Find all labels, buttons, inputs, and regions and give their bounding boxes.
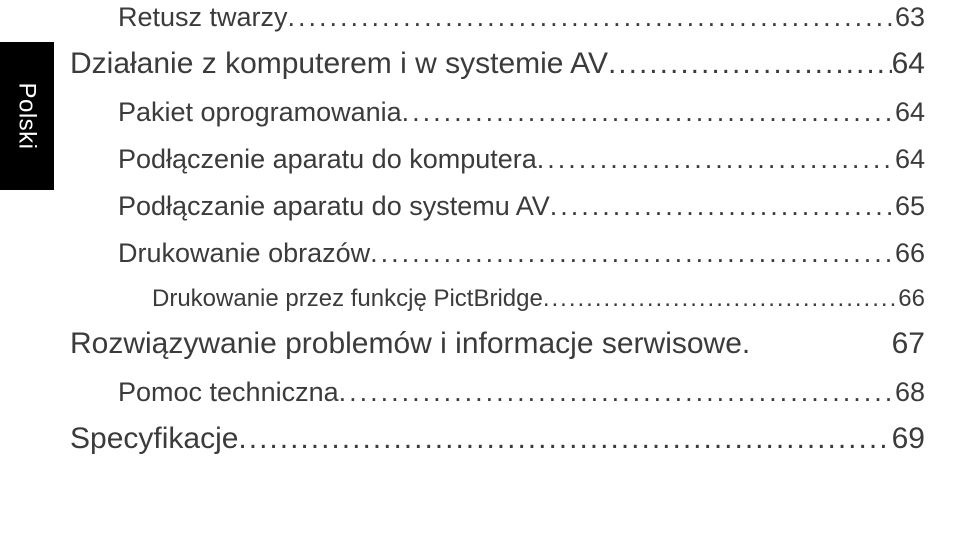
- language-tab-label: Polski: [13, 82, 41, 149]
- toc-leader: .: [742, 327, 892, 361]
- toc-page: 64: [895, 144, 925, 175]
- toc-label: Podłączanie aparatu do systemu AV: [118, 191, 550, 222]
- toc-page: 64: [892, 47, 925, 81]
- toc-page: 68: [895, 377, 925, 408]
- toc-page: 66: [898, 285, 925, 313]
- toc-leader: ........................................…: [288, 2, 895, 33]
- toc-label: Pakiet oprogramowania: [118, 97, 402, 128]
- toc-label: Specyfikacje: [70, 422, 238, 456]
- toc-leader: ........................................…: [550, 191, 895, 222]
- toc-entry: Podłączanie aparatu do systemu AV ......…: [118, 191, 925, 222]
- toc-label: Drukowanie obrazów: [118, 238, 370, 269]
- toc-label: Pomoc techniczna: [118, 377, 339, 408]
- toc-leader: ........................................…: [608, 47, 892, 81]
- toc-page: 66: [895, 238, 925, 269]
- toc-leader: ........................................…: [402, 97, 895, 128]
- toc-entry: Specyfikacje ...........................…: [70, 422, 925, 456]
- toc-page: 69: [892, 422, 925, 456]
- toc-leader: ........................................…: [339, 377, 895, 408]
- toc-entry: Rozwiązywanie problemów i informacje ser…: [70, 327, 925, 361]
- toc-entry: Pakiet oprogramowania ..................…: [118, 97, 925, 128]
- toc-entry: Podłączenie aparatu do komputera .......…: [118, 144, 925, 175]
- toc-leader: ........................................…: [238, 422, 891, 456]
- toc-entry: Pomoc techniczna .......................…: [118, 377, 925, 408]
- toc-leader: ........................................…: [537, 144, 895, 175]
- toc-leader: ........................................…: [543, 285, 898, 313]
- toc-label: Retusz twarzy: [118, 2, 288, 33]
- toc-label: Podłączenie aparatu do komputera: [118, 144, 537, 175]
- toc-page: 63: [895, 2, 925, 33]
- toc-entry: Drukowanie obrazów .....................…: [118, 238, 925, 269]
- toc-page: 67: [892, 327, 925, 361]
- language-tab: Polski: [0, 42, 54, 190]
- toc-page: 64: [895, 97, 925, 128]
- toc-leader: ........................................…: [370, 238, 895, 269]
- toc-label: Drukowanie przez funkcję PictBridge: [152, 285, 543, 313]
- toc-entry: Działanie z komputerem i w systemie AV .…: [70, 47, 925, 81]
- toc-label: Działanie z komputerem i w systemie AV: [70, 47, 608, 81]
- toc-entry: Drukowanie przez funkcję PictBridge ....…: [152, 285, 925, 313]
- table-of-contents: Retusz twarzy ..........................…: [70, 0, 925, 542]
- toc-page: 65: [895, 191, 925, 222]
- toc-label: Rozwiązywanie problemów i informacje ser…: [70, 327, 742, 361]
- toc-entry: Retusz twarzy ..........................…: [118, 2, 925, 33]
